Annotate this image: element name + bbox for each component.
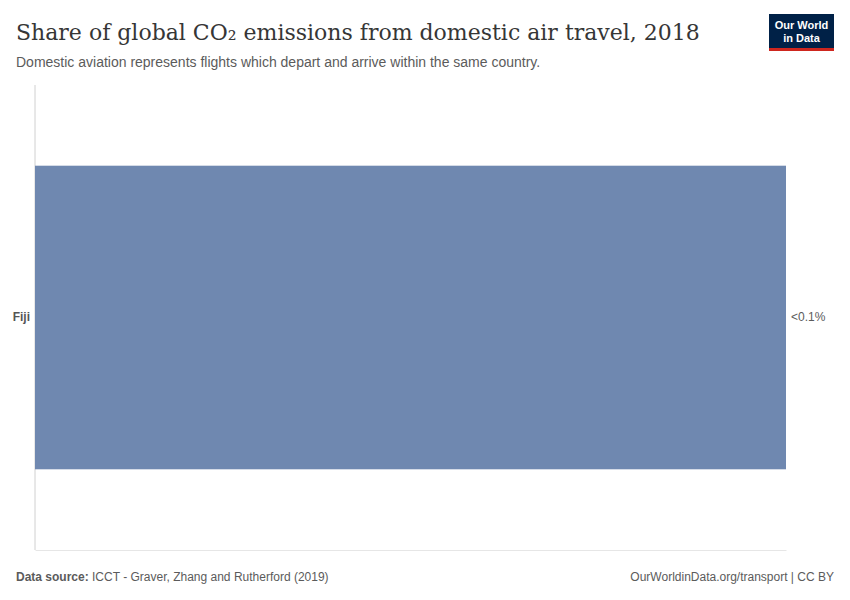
chart: Share of global CO₂ emissions from domes…: [0, 0, 850, 600]
y-axis: Fiji: [13, 310, 30, 324]
logo-text: in Data: [783, 32, 821, 44]
bar: [35, 166, 786, 470]
x-axis-line: [36, 550, 787, 551]
logo-bar: [769, 48, 834, 51]
y-tick-label: Fiji: [13, 310, 30, 324]
y-tick: Fiji: [13, 310, 30, 324]
source: Data source: ICCT - Graver, Zhang and Ru…: [16, 570, 329, 584]
bars: [35, 166, 786, 470]
source-label: Data source:: [16, 570, 89, 584]
x-axis: [36, 550, 787, 552]
data-labels: <0.1%: [791, 310, 826, 324]
title: Share of global CO₂ emissions from domes…: [16, 20, 700, 45]
logo-box: [769, 14, 834, 50]
source-text: ICCT - Graver, Zhang and Rutherford (201…: [89, 570, 329, 584]
subtitle: Domestic aviation represents flights whi…: [16, 54, 540, 70]
footer-right: OurWorldinData.org/transport | CC BY: [630, 570, 834, 584]
logo: Our Worldin Data: [769, 14, 834, 51]
logo-text: Our World: [775, 19, 829, 31]
data-label: <0.1%: [791, 310, 826, 324]
